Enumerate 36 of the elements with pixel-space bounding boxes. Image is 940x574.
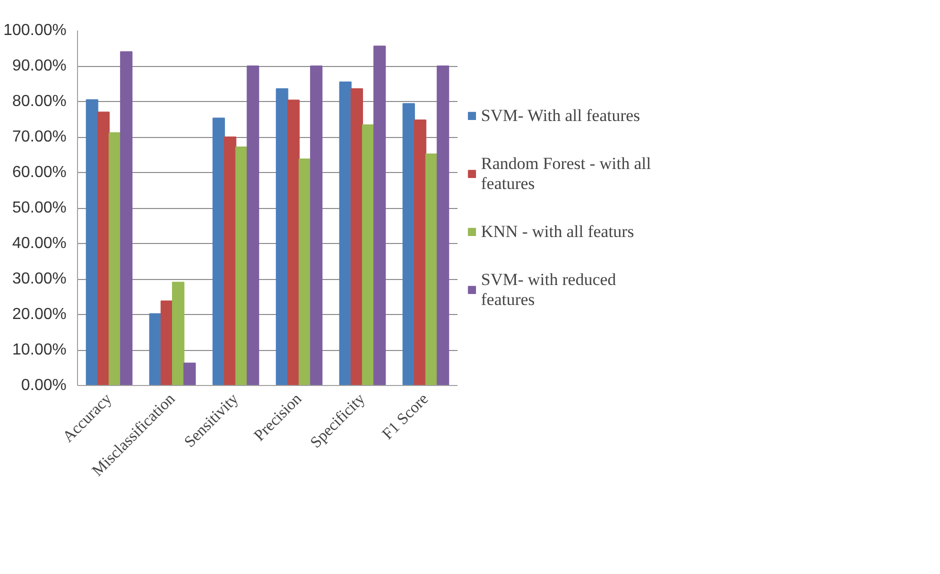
bar xyxy=(183,362,196,386)
bar xyxy=(414,119,426,386)
y-tick-label: 80.00% xyxy=(12,93,66,110)
y-tick-label: 60.00% xyxy=(12,164,66,181)
bar xyxy=(172,282,184,386)
bar xyxy=(212,118,225,386)
bar xyxy=(339,81,352,386)
bar xyxy=(149,313,162,386)
y-tick-label: 10.00% xyxy=(12,342,66,358)
y-tick-label: 40.00% xyxy=(12,235,66,252)
bar xyxy=(246,66,260,386)
bar xyxy=(86,99,98,386)
bar xyxy=(160,300,173,386)
y-tick-label: 30.00% xyxy=(12,270,66,288)
bar xyxy=(436,66,450,386)
bar xyxy=(108,132,122,386)
bar xyxy=(310,66,322,386)
legend-label: KNN - with all featurs xyxy=(481,222,634,242)
y-tick-label: 50.00% xyxy=(12,200,66,216)
bar xyxy=(224,136,236,386)
bar xyxy=(373,46,386,386)
y-tick-label: 20.00% xyxy=(12,306,66,323)
bar xyxy=(120,51,132,386)
y-tick-label: 100.00% xyxy=(3,22,67,39)
bar xyxy=(276,88,288,386)
legend-label: SVM- With all features xyxy=(481,106,640,126)
y-tick-label: 90.00% xyxy=(12,58,66,74)
bar xyxy=(362,124,374,386)
bar xyxy=(402,103,415,386)
y-tick-label: 0.00% xyxy=(21,377,67,394)
legend-label: SVM- with reduced features xyxy=(481,270,616,310)
bar xyxy=(298,158,312,386)
bar xyxy=(287,100,300,386)
y-tick-label: 70.00% xyxy=(12,128,66,146)
bar xyxy=(350,88,363,386)
legend-label: Random Forest - with all features xyxy=(481,154,651,194)
